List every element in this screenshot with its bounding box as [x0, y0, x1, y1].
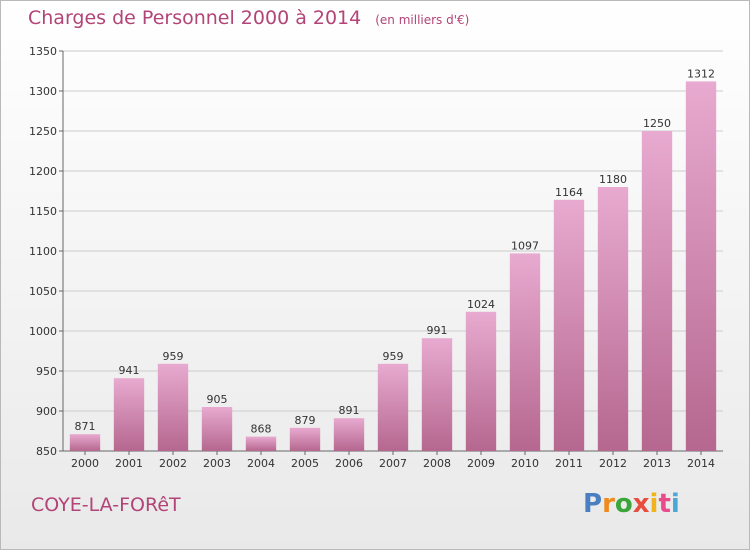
data-label-2011: 1164: [555, 186, 583, 199]
logo-letter: r: [602, 489, 615, 519]
data-label-2000: 871: [75, 420, 96, 433]
bar-2012: [597, 187, 629, 451]
x-tick-label-2011: 2011: [555, 457, 583, 470]
data-label-2010: 1097: [511, 239, 539, 252]
y-tick-label: 1250: [29, 125, 57, 138]
x-tick-label-2002: 2002: [159, 457, 187, 470]
y-tick-label: 900: [36, 405, 57, 418]
data-label-2004: 868: [251, 423, 272, 436]
data-label-2002: 959: [163, 350, 184, 363]
bar-2010: [509, 253, 541, 451]
data-label-2014: 1312: [687, 67, 715, 80]
x-tick-label-2001: 2001: [115, 457, 143, 470]
y-tick-label: 1200: [29, 165, 57, 178]
bar-2003: [201, 407, 233, 451]
x-tick-label-2000: 2000: [71, 457, 99, 470]
bar-2007: [377, 363, 409, 451]
data-label-2006: 891: [339, 404, 360, 417]
x-tick-label-2009: 2009: [467, 457, 495, 470]
x-tick-label-2008: 2008: [423, 457, 451, 470]
y-tick-label: 1050: [29, 285, 57, 298]
x-tick-label-2006: 2006: [335, 457, 363, 470]
x-tick-label-2007: 2007: [379, 457, 407, 470]
x-tick-label-2004: 2004: [247, 457, 275, 470]
data-label-2013: 1250: [643, 117, 671, 130]
x-tick-label-2010: 2010: [511, 457, 539, 470]
bar-2001: [113, 378, 145, 451]
bar-2009: [465, 311, 497, 451]
bar-2008: [421, 338, 453, 451]
bars: [69, 81, 717, 452]
y-tick-label: 1150: [29, 205, 57, 218]
x-tick-label-2003: 2003: [203, 457, 231, 470]
logo-letter: x: [632, 489, 650, 519]
y-tick-label: 850: [36, 445, 57, 458]
y-tick-label: 1100: [29, 245, 57, 258]
chart-title: Charges de Personnel 2000 à 2014 (en mill…: [28, 7, 469, 29]
bar-2006: [333, 418, 365, 451]
logo-letter: P: [583, 489, 603, 519]
data-label-2003: 905: [207, 393, 228, 406]
bar-2000: [69, 434, 101, 451]
chart-subtitle: (en milliers d'€): [375, 13, 470, 27]
bar-2004: [245, 436, 277, 451]
data-label-2005: 879: [295, 414, 316, 427]
data-label-2012: 1180: [599, 173, 627, 186]
data-label-2009: 1024: [467, 298, 495, 311]
proxiti-logo: Proxiti: [583, 489, 680, 519]
logo-letter: i: [649, 489, 659, 519]
x-tick-labels: 2000 2001 2002 2003 2004 2005 2006 2007 2008 2009…: [71, 457, 715, 470]
y-tick-label: 1000: [29, 325, 57, 338]
logo-letter: i: [670, 489, 680, 519]
data-label-2007: 959: [383, 350, 404, 363]
y-tick-labels: 850 900 950 1000 1050 1100 1150 1200 1250 1300 135…: [29, 45, 57, 458]
title-text: Charges de Personnel 2000 à 2014: [28, 7, 362, 29]
bar-2014: [685, 81, 717, 452]
x-tick-label-2014: 2014: [687, 457, 715, 470]
x-tick-label-2005: 2005: [291, 457, 319, 470]
data-labels: 871 941 959 905 868 879 891 959 991 1024 1097 1164 1…: [75, 67, 716, 435]
bar-2011: [553, 199, 585, 451]
x-tick-label-2012: 2012: [599, 457, 627, 470]
x-tick-label-2013: 2013: [643, 457, 671, 470]
y-tick-label: 1300: [29, 85, 57, 98]
y-tick-label: 950: [36, 365, 57, 378]
logo-letter: t: [658, 489, 671, 519]
city-name: COYE-LA-FORêT: [31, 494, 181, 516]
bar-2013: [641, 131, 673, 451]
logo-letter: o: [614, 489, 633, 519]
bar-2005: [289, 427, 321, 451]
y-tick-label: 1350: [29, 45, 57, 58]
data-label-2008: 991: [427, 324, 448, 337]
bar-2002: [157, 363, 189, 451]
data-label-2001: 941: [119, 364, 140, 377]
